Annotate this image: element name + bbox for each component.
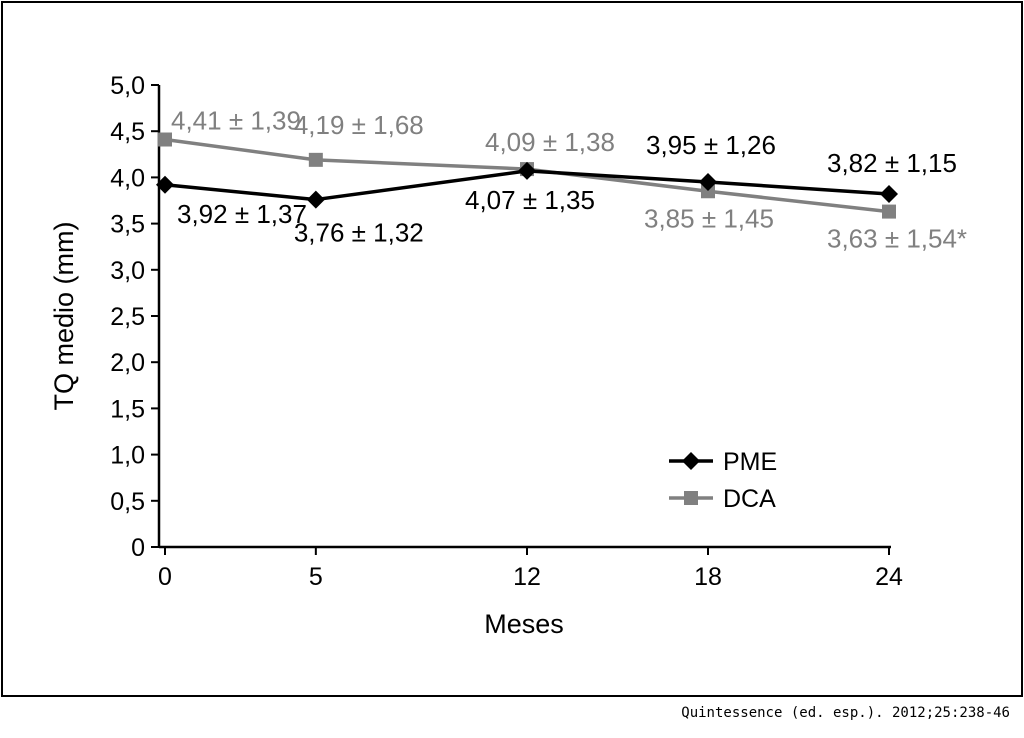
x-axis-title: Meses [484,609,564,639]
data-label-pme: 3,82 ± 1,15 [827,148,957,178]
data-label-dca: 4,19 ± 1,68 [294,110,424,140]
legend-marker-dca [684,491,698,505]
data-point-pme [880,185,898,204]
data-label-pme: 4,07 ± 1,35 [465,185,595,215]
data-point-pme [156,175,174,194]
y-tick-label: 2,0 [110,349,145,377]
x-tick-label: 24 [875,563,903,591]
data-point-dca [701,184,715,199]
y-tick-label: 4,5 [110,118,145,146]
legend-marker-pme [682,452,700,470]
x-tick-label: 5 [309,563,323,591]
y-tick-label: 1,0 [110,442,145,470]
data-label-dca: 4,41 ± 1,39 [171,106,301,136]
data-point-pme [699,173,717,192]
x-tick-label: 12 [513,563,541,591]
y-tick-label: 3,5 [110,211,145,239]
y-tick-label: 1,5 [110,395,145,423]
x-tick-label: 0 [158,563,172,591]
data-point-pme [306,190,325,209]
data-point-dca [882,204,896,219]
chart-frame: 0 0,5 1,0 1,5 2,0 2,5 3,0 3,5 4,0 4,5 5,0 0 5 12 18 24 M… [1,1,1023,697]
y-tick-label: 4,0 [110,164,145,192]
source-caption: Quintessence (ed. esp.). 2012;25:238-46 [681,705,1010,721]
data-point-pme [518,161,536,180]
data-label-pme: 3,92 ± 1,37 [177,199,307,229]
y-tick-label: 0,5 [110,488,145,516]
y-tick-label: 0 [131,534,145,562]
y-tick-label: 3,0 [110,257,145,285]
data-point-dca [158,132,172,147]
data-label-pme: 3,95 ± 1,26 [646,130,776,160]
data-label-dca: 4,09 ± 1,38 [485,127,615,157]
data-label-pme: 3,76 ± 1,32 [294,218,424,248]
data-label-dca: 3,85 ± 1,45 [644,203,774,233]
legend-label-pme: PME [723,448,777,476]
y-axis-title: TQ medio (mm) [49,222,79,411]
legend-label-dca: DCA [723,485,776,513]
data-label-dca: 3,63 ± 1,54* [827,224,967,254]
line-chart: 0 0,5 1,0 1,5 2,0 2,5 3,0 3,5 4,0 4,5 5,0 0 5 12 18 24 M… [49,72,967,639]
x-tick-label: 18 [694,563,722,591]
y-tick-label: 5,0 [110,72,145,100]
y-tick-label: 2,5 [110,303,145,331]
data-point-dca [308,152,323,167]
